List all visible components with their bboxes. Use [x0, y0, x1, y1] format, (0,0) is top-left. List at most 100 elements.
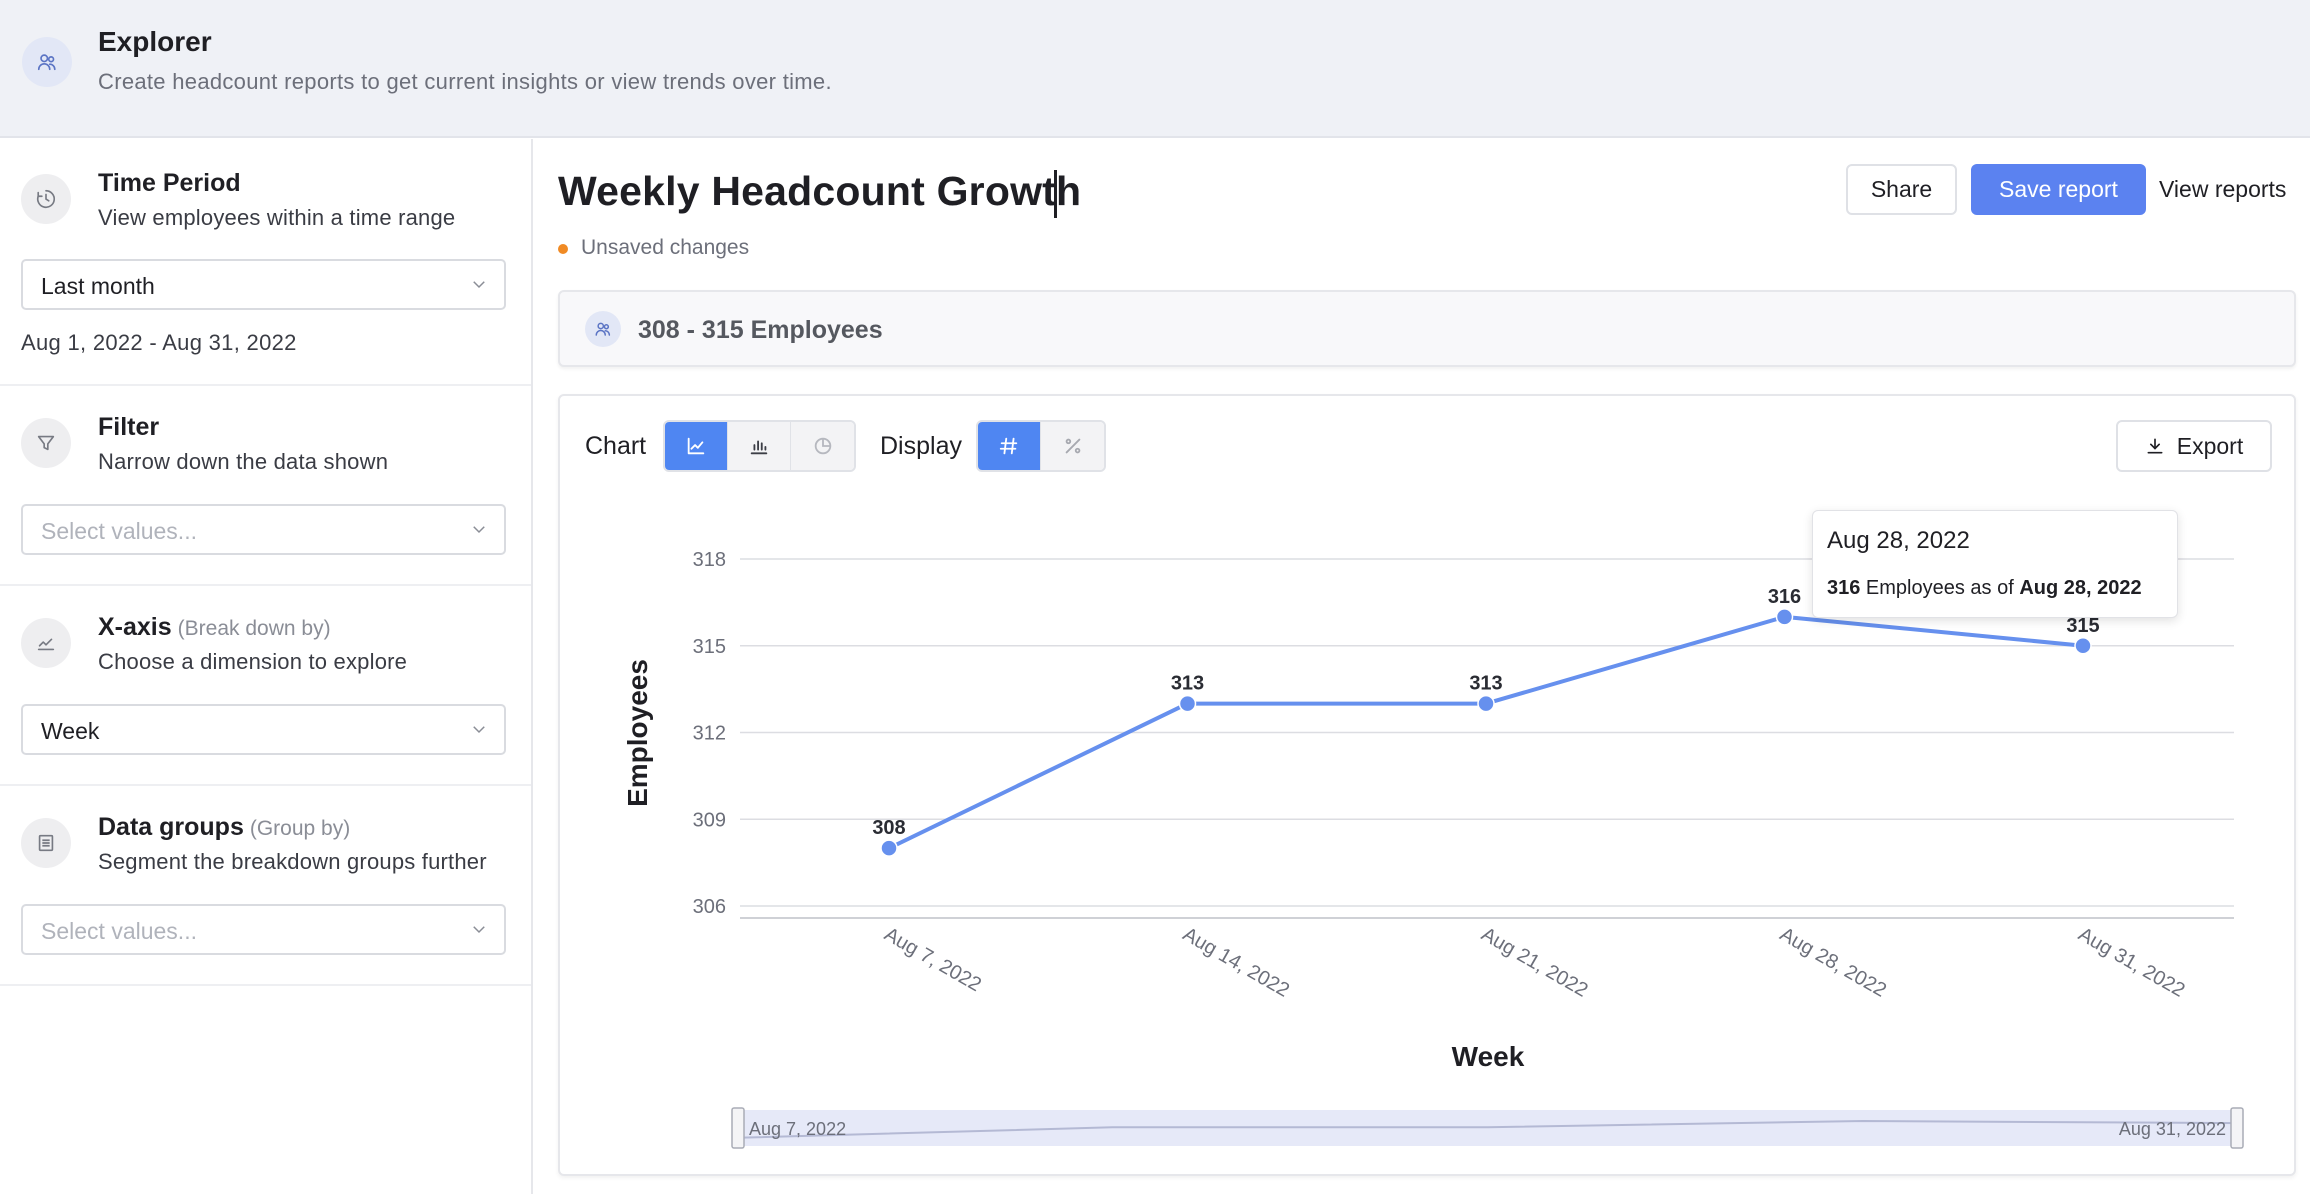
data-groups-section: Data groups (Group by) Segment the breakd…: [0, 786, 531, 986]
data-groups-title-text: Data groups: [98, 813, 244, 841]
chevron-down-icon: [470, 275, 488, 298]
headcount-line-chart: 306 309 312 315 318 Aug 7, 2022 Aug 14, 2022 Au…: [622, 549, 2244, 1149]
tooltip-body: 316 Employees as of Aug 28, 2022: [1827, 577, 2142, 600]
clock-icon: [21, 174, 71, 224]
tooltip-mid-text: Employees as of: [1860, 577, 2020, 599]
line-chart-button[interactable]: [665, 422, 728, 470]
x-axis-title-text: X-axis: [98, 613, 172, 641]
time-period-value: Last month: [41, 273, 155, 299]
x-tick-label: Aug 21, 2022: [1478, 923, 1592, 1002]
group-icon: [21, 818, 71, 868]
share-button[interactable]: Share: [1846, 164, 1957, 215]
page-subtitle: Create headcount reports to get current …: [98, 69, 832, 94]
x-tick-label: Aug 14, 2022: [1179, 923, 1293, 1002]
x-axis-section: X-axis (Break down by) Choose a dimension…: [0, 586, 531, 786]
time-period-description: View employees within a time range: [98, 205, 456, 230]
hash-icon: [999, 437, 1018, 455]
time-period-select[interactable]: Last month: [21, 259, 506, 310]
download-icon: [2147, 438, 2163, 454]
data-label: 308: [872, 817, 905, 839]
tooltip-as-of-date: Aug 28, 2022: [2019, 577, 2142, 599]
range-slider-start-label: Aug 7, 2022: [749, 1119, 846, 1139]
filter-title: Filter: [98, 413, 160, 441]
unsaved-status-text: Unsaved changes: [581, 236, 750, 259]
tooltip-date: Aug 28, 2022: [1827, 527, 1970, 554]
time-period-title: Time Period: [98, 169, 241, 197]
unsaved-status-dot: [558, 244, 568, 254]
pie-chart-icon: [814, 437, 831, 455]
x-axis-title-note: (Break down by): [177, 617, 331, 640]
data-point: [880, 839, 898, 857]
range-slider-preview-line: [736, 1119, 2239, 1139]
view-reports-link[interactable]: View reports: [2159, 176, 2287, 202]
app-header: Explorer Create headcount reports to get…: [0, 0, 2310, 138]
save-report-button[interactable]: Save report: [1971, 164, 2146, 215]
data-groups-placeholder: Select values...: [41, 918, 197, 944]
bar-chart-button[interactable]: [728, 422, 791, 470]
display-mode-label: Display: [880, 432, 962, 460]
chart-card: Chart Display Export 306 309 312 315 318 Aug …: [558, 394, 2296, 1176]
data-label: 316: [1768, 586, 1801, 608]
filter-placeholder: Select values...: [41, 518, 197, 544]
sidebar: Time Period View employees within a time…: [0, 139, 533, 1194]
y-tick-label: 312: [693, 723, 726, 745]
date-range-text: Aug 1, 2022 - Aug 31, 2022: [21, 330, 297, 355]
data-groups-description: Segment the breakdown groups further: [98, 849, 487, 874]
range-slider-end-label: Aug 31, 2022: [2119, 1119, 2226, 1139]
display-mode-toggle: [976, 420, 1106, 472]
x-axis-title: X-axis (Break down by): [98, 613, 331, 642]
text-caret: [1054, 170, 1057, 218]
report-title-input[interactable]: Weekly Headcount Growth: [558, 168, 1082, 214]
filter-select[interactable]: Select values...: [21, 504, 506, 555]
x-axis-value: Week: [41, 718, 100, 744]
people-icon: [22, 37, 72, 87]
tooltip-value: 316: [1827, 577, 1861, 599]
export-button[interactable]: Export: [2116, 420, 2272, 472]
people-icon: [585, 311, 621, 347]
data-groups-title: Data groups (Group by): [98, 813, 350, 842]
y-axis-title: Employees: [622, 659, 653, 807]
summary-bar: 308 - 315 Employees: [558, 290, 2296, 367]
bar-chart-icon: [750, 440, 768, 455]
range-slider-handle-left[interactable]: [731, 1107, 745, 1149]
data-groups-select[interactable]: Select values...: [21, 904, 506, 955]
chart-tooltip: Aug 28, 2022 316 Employees as of Aug 28,…: [1812, 510, 2178, 618]
y-tick-label: 318: [693, 549, 726, 571]
x-axis-title: Week: [1452, 1041, 1525, 1072]
percent-icon: [1065, 438, 1080, 454]
pie-chart-button[interactable]: [791, 422, 854, 470]
data-groups-title-note: (Group by): [249, 817, 351, 840]
filter-icon: [21, 418, 71, 468]
range-slider-handle-right[interactable]: [2230, 1107, 2244, 1149]
line-chart-icon: [687, 437, 705, 455]
data-label: 313: [1171, 673, 1204, 695]
y-tick-label: 306: [693, 896, 726, 918]
chevron-down-icon: [470, 920, 488, 943]
time-period-section: Time Period View employees within a time…: [0, 139, 531, 386]
chart-type-label: Chart: [585, 432, 647, 460]
data-point: [1775, 608, 1794, 626]
filter-section: Filter Narrow down the data shown Select…: [0, 386, 531, 586]
filter-description: Narrow down the data shown: [98, 449, 389, 474]
employee-range-summary: 308 - 315 Employees: [638, 316, 883, 344]
x-axis-description: Choose a dimension to explore: [98, 649, 408, 674]
line-chart-icon: [21, 618, 71, 668]
data-point: [1477, 694, 1495, 713]
data-point: [1178, 694, 1197, 713]
percent-mode-button[interactable]: [1041, 422, 1104, 470]
x-tick-label: Aug 31, 2022: [2075, 923, 2189, 1002]
chart-type-toggle: [663, 420, 856, 472]
data-label: 315: [2066, 615, 2099, 637]
page-title: Explorer: [98, 26, 212, 57]
x-tick-label: Aug 7, 2022: [881, 923, 985, 996]
data-label: 313: [1469, 673, 1502, 695]
number-mode-button[interactable]: [978, 422, 1041, 470]
data-point: [2074, 637, 2092, 655]
y-tick-label: 309: [693, 809, 726, 831]
chevron-down-icon: [470, 520, 488, 543]
x-axis-select[interactable]: Week: [21, 704, 506, 755]
chevron-down-icon: [470, 720, 488, 743]
x-tick-label: Aug 28, 2022: [1776, 923, 1890, 1002]
y-tick-label: 315: [693, 636, 726, 658]
export-label: Export: [2176, 432, 2244, 459]
